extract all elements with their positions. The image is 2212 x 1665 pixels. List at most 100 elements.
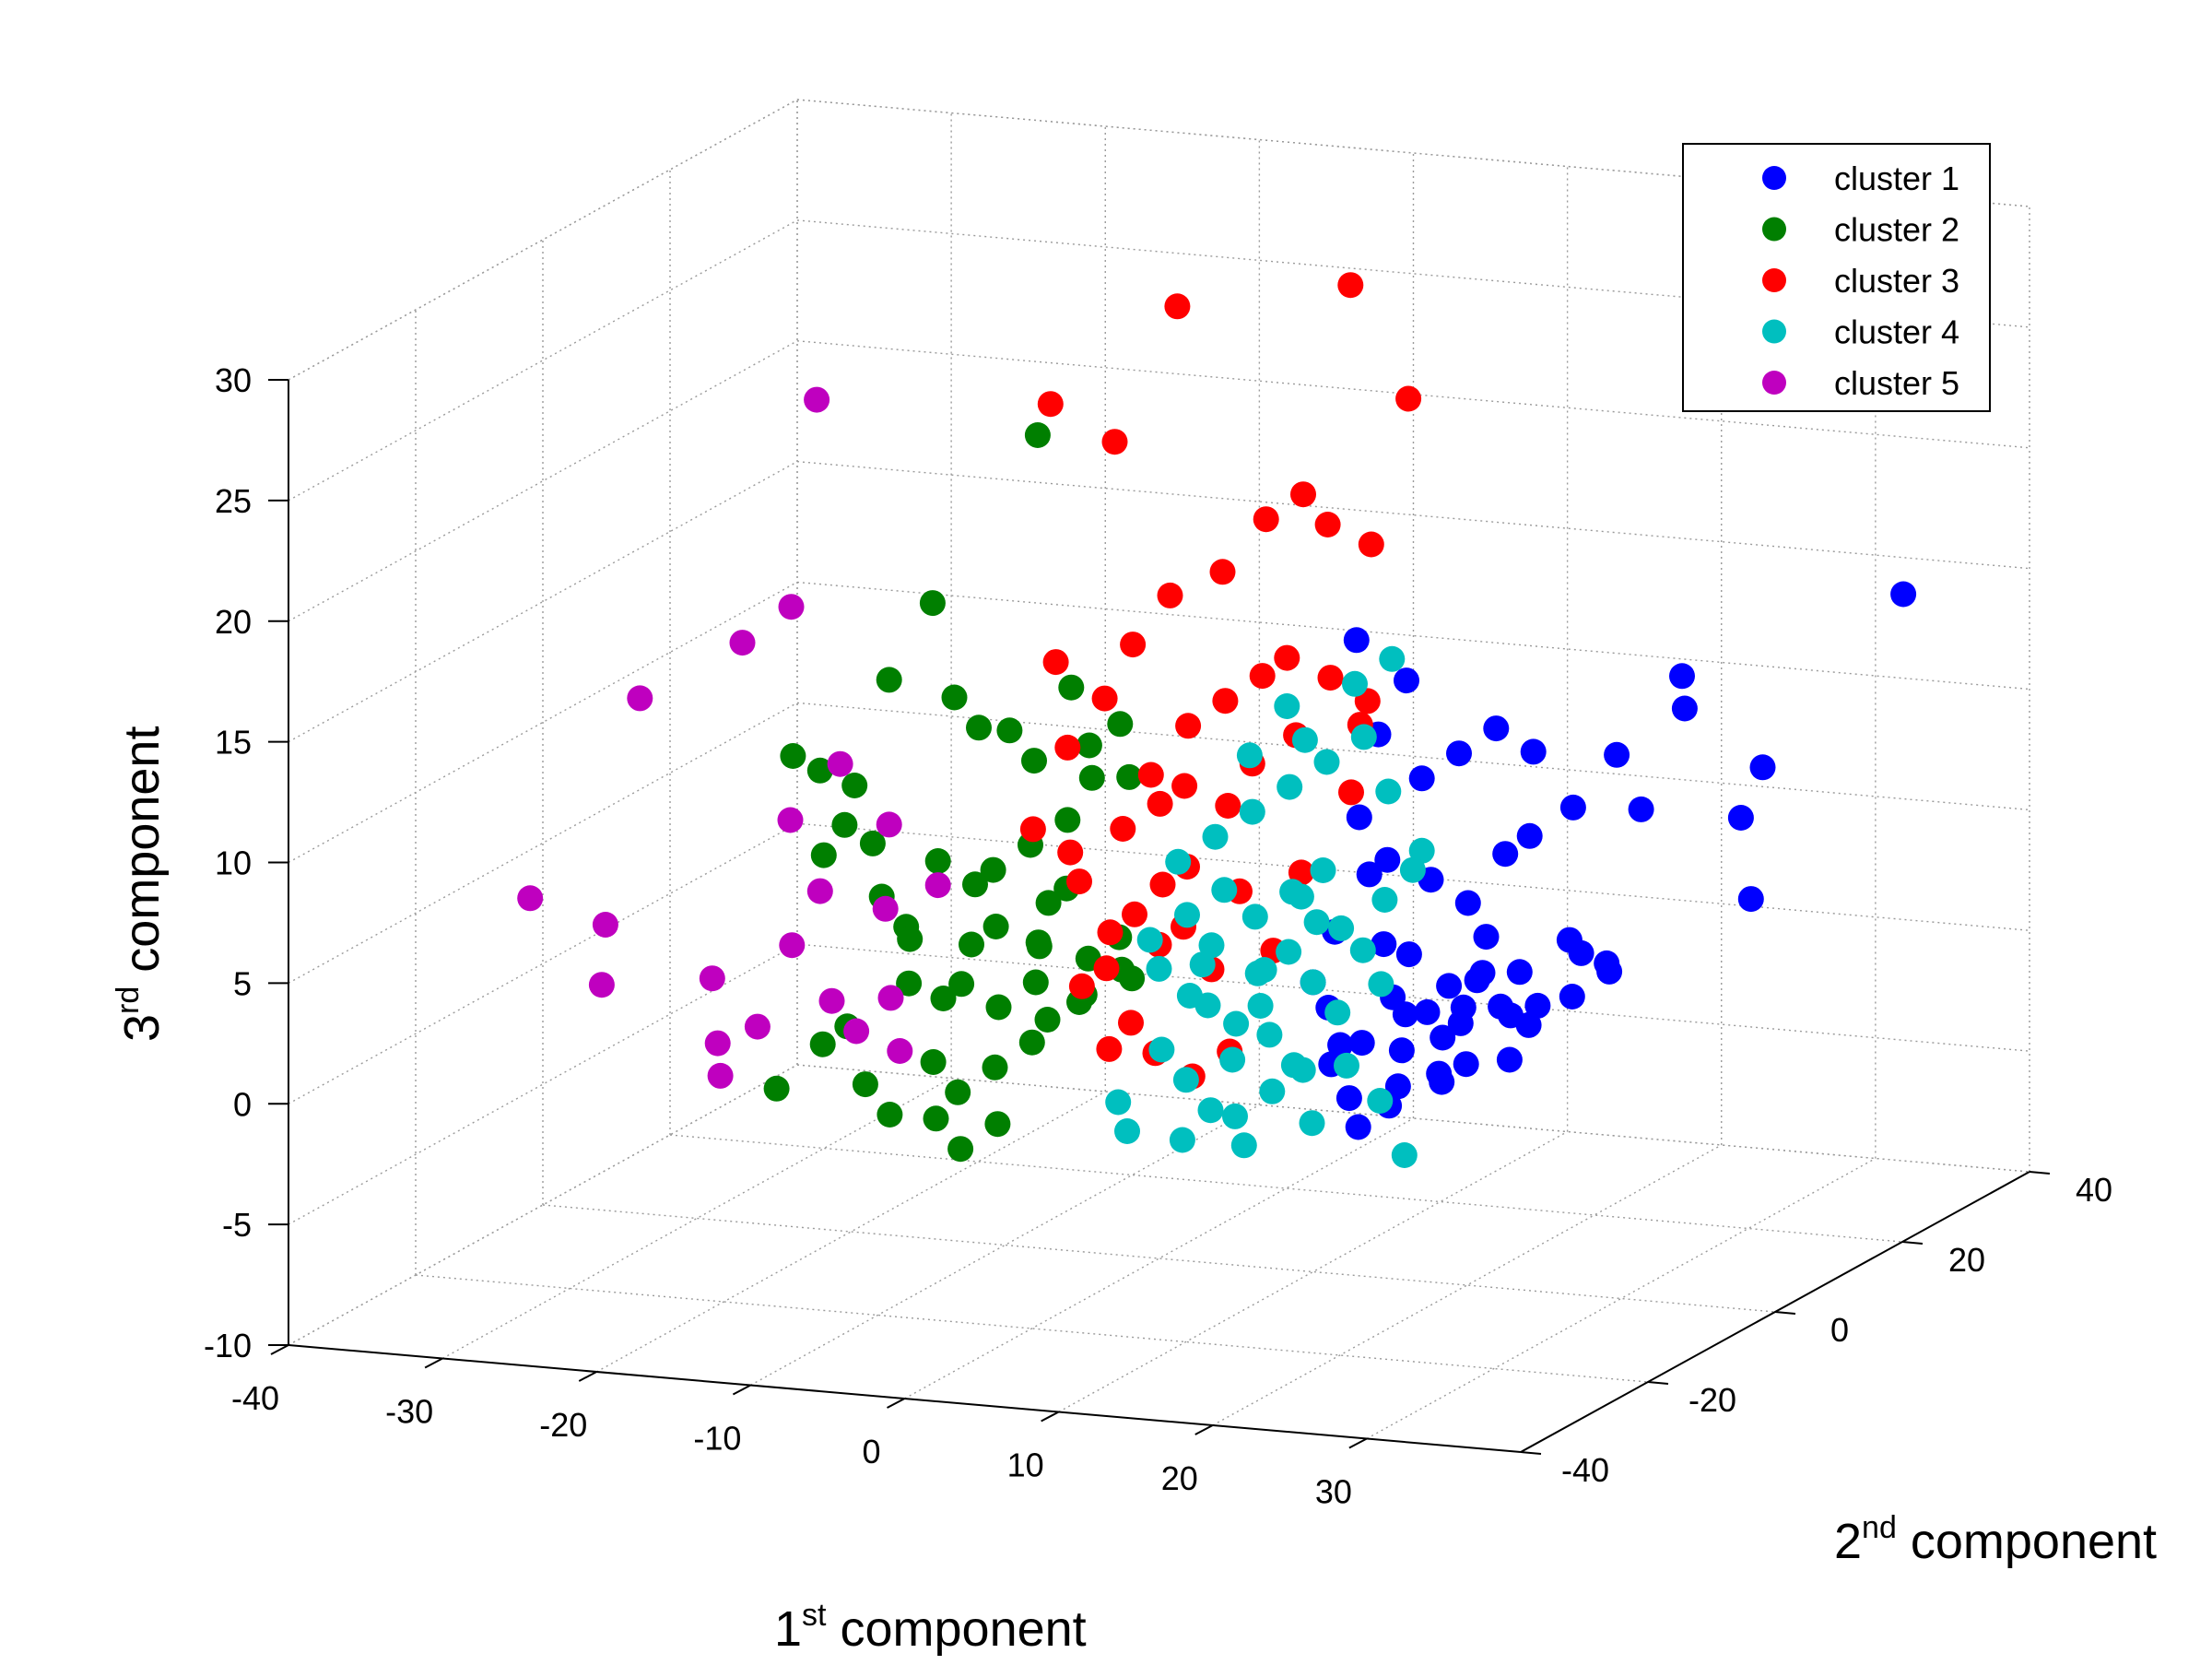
x-tick-label: 30 — [1315, 1473, 1352, 1511]
data-point — [1399, 856, 1426, 883]
data-point — [1116, 763, 1143, 790]
data-point — [1175, 713, 1202, 739]
data-point — [1253, 506, 1279, 533]
data-point — [1110, 816, 1136, 842]
data-point — [1119, 965, 1146, 992]
data-point — [1568, 939, 1594, 966]
data-point — [1042, 649, 1069, 676]
data-point — [948, 971, 975, 998]
data-point — [1290, 481, 1316, 508]
data-point — [778, 594, 805, 620]
points-layer — [517, 272, 1917, 1168]
data-point — [1317, 665, 1344, 691]
data-point — [1093, 955, 1120, 982]
data-point — [1239, 798, 1265, 825]
data-point — [1222, 1103, 1248, 1129]
data-point — [841, 773, 868, 798]
x-tick — [887, 1398, 905, 1409]
data-point — [1035, 890, 1062, 916]
series-5 — [517, 386, 951, 1089]
data-point — [1749, 754, 1776, 781]
data-point — [1349, 937, 1376, 963]
data-point — [1189, 951, 1216, 978]
tick-labels-layer: -40 -30 -20 -10 0 10 20 30 -40 -20 0 20 40 -10 -5 0 5 10 1… — [204, 361, 2112, 1511]
x-tick-label: 10 — [1007, 1447, 1044, 1484]
grid-line-back-z — [796, 822, 2030, 931]
grid-line-floor-y — [669, 1134, 1903, 1243]
data-point — [1025, 929, 1052, 956]
x-tick — [1348, 1437, 1368, 1449]
data-point — [1350, 724, 1377, 750]
data-point — [780, 743, 806, 769]
data-point — [1120, 632, 1147, 658]
data-point — [1604, 741, 1630, 768]
data-point — [859, 830, 886, 856]
data-point — [1241, 903, 1268, 930]
data-point — [1367, 1088, 1394, 1114]
data-point — [1596, 958, 1623, 985]
grid-line-back-z — [796, 581, 2030, 691]
data-point — [1391, 1142, 1418, 1168]
data-point — [810, 842, 837, 868]
y-tick-label: 0 — [1830, 1311, 1849, 1349]
legend-marker — [1762, 371, 1786, 395]
data-point — [1236, 742, 1263, 769]
data-point — [1737, 886, 1764, 913]
data-point — [517, 885, 544, 912]
y-tick — [1774, 1311, 1796, 1315]
data-point — [1506, 959, 1533, 986]
legend-label: cluster 3 — [1834, 262, 1959, 300]
data-point — [1021, 748, 1047, 774]
data-point — [1337, 272, 1364, 299]
data-point — [1289, 1057, 1316, 1083]
data-point — [1164, 293, 1191, 320]
x-tick-label: -30 — [385, 1393, 433, 1431]
data-point — [1274, 644, 1300, 671]
data-point — [1291, 726, 1318, 753]
data-point — [1890, 581, 1917, 608]
data-point — [1247, 993, 1274, 1019]
data-point — [1176, 983, 1203, 1009]
data-point — [1303, 909, 1330, 936]
data-point — [887, 1038, 913, 1064]
data-point — [1345, 1114, 1371, 1140]
data-point — [896, 970, 923, 997]
y-tick-label: 20 — [1948, 1241, 1985, 1279]
data-point — [588, 972, 615, 998]
series-2 — [763, 422, 1146, 1163]
data-point — [1524, 992, 1551, 1019]
data-point — [1169, 1127, 1195, 1153]
data-point — [1024, 422, 1051, 448]
data-point — [1019, 816, 1046, 843]
data-point — [1327, 1032, 1354, 1058]
data-point — [1436, 973, 1463, 999]
data-point — [959, 931, 984, 958]
data-point — [1429, 1069, 1455, 1095]
data-point — [1371, 931, 1397, 958]
data-point — [1356, 861, 1382, 888]
data-point — [1342, 670, 1368, 697]
data-point — [1022, 969, 1049, 996]
data-point — [806, 757, 833, 784]
data-point — [924, 848, 951, 874]
data-point — [1037, 391, 1064, 418]
grid-line-left-z — [288, 822, 798, 1104]
x-tick — [578, 1371, 597, 1382]
data-point — [1054, 734, 1081, 761]
grid-line-left-z — [288, 219, 798, 502]
data-point — [897, 926, 924, 952]
data-point — [1288, 883, 1314, 910]
grid-line-floor-y — [542, 1204, 1776, 1313]
data-point — [1453, 1051, 1479, 1078]
legend-marker — [1762, 268, 1786, 292]
data-point — [1230, 1132, 1257, 1159]
data-point — [1277, 773, 1303, 800]
z-tick-label: 0 — [233, 1085, 252, 1123]
y-tick — [1901, 1241, 1924, 1245]
data-point — [930, 986, 957, 1011]
z-tick-label: 15 — [215, 724, 252, 762]
data-point — [877, 985, 904, 1011]
data-point — [966, 714, 992, 741]
data-point — [1097, 919, 1124, 946]
